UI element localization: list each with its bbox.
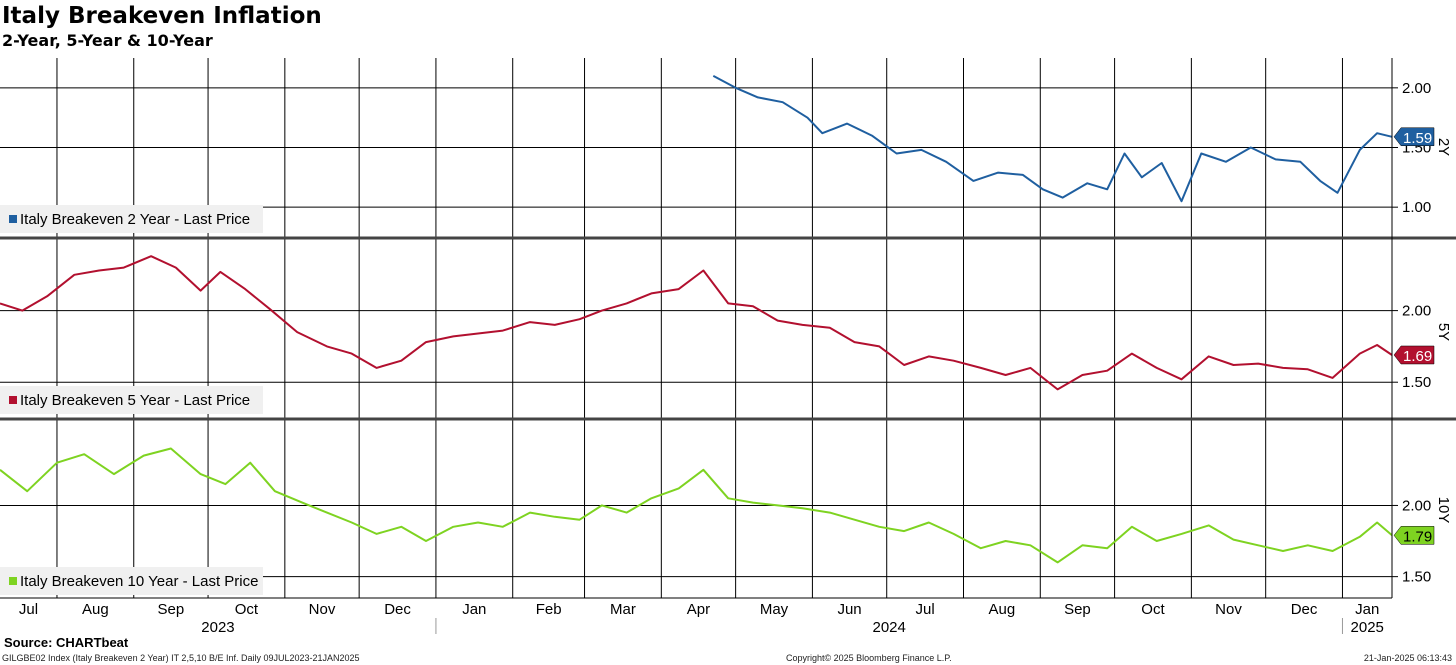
y-tick-label: 2.00: [1402, 497, 1431, 514]
x-tick-label: Jul: [19, 601, 38, 618]
last-value-label: 1.79: [1403, 528, 1432, 545]
x-tick-label: Sep: [1064, 601, 1091, 618]
x-tick-label: Jan: [1355, 601, 1379, 618]
panel-axis-label: 5Y: [1435, 323, 1452, 341]
year-label: 2023: [201, 619, 234, 636]
series-line-5Y: [0, 255, 1393, 391]
y-tick-label: 1.50: [1402, 374, 1431, 391]
year-label: 2024: [873, 619, 906, 636]
x-tick-label: Sep: [158, 601, 185, 618]
last-value-marker-5Y: [1393, 345, 1435, 365]
panel-axis-label: 2Y: [1435, 138, 1452, 156]
y-tick-label: 1.50: [1402, 569, 1431, 586]
year-label: 2025: [1351, 619, 1384, 636]
x-tick-label: Mar: [610, 601, 636, 618]
legend-swatch: [9, 215, 17, 223]
x-tick-label: Apr: [687, 601, 710, 618]
x-tick-label: Aug: [82, 601, 109, 618]
legend-label: Italy Breakeven 10 Year - Last Price: [20, 573, 258, 590]
y-tick-label: 2.00: [1402, 80, 1431, 97]
last-value-label: 1.69: [1403, 348, 1432, 365]
x-tick-label: Nov: [1215, 601, 1242, 618]
y-tick-label: 1.00: [1402, 199, 1431, 216]
y-tick-label: 2.00: [1402, 303, 1431, 320]
x-tick-label: Dec: [1291, 601, 1318, 618]
x-tick-label: Jul: [916, 601, 935, 618]
x-tick-label: Oct: [1141, 601, 1165, 618]
x-tick-label: Jun: [837, 601, 861, 618]
legend-box: [0, 205, 263, 233]
last-value-label: 1.59: [1403, 130, 1432, 147]
chart-title: Italy Breakeven Inflation: [2, 3, 322, 29]
footer-timestamp: 21-Jan-2025 06:13:43: [1363, 653, 1452, 663]
series-line-2Y: [712, 75, 1393, 203]
chart-subtitle: 2-Year, 5-Year & 10-Year: [2, 31, 213, 50]
footer-index-info: GILGBE02 Index (Italy Breakeven 2 Year) …: [2, 653, 360, 663]
series-line-10Y: [0, 447, 1393, 564]
x-tick-label: Jan: [462, 601, 486, 618]
x-tick-label: Oct: [235, 601, 259, 618]
x-tick-label: May: [760, 601, 789, 618]
last-value-marker-10Y: [1393, 526, 1435, 545]
x-tick-label: Nov: [309, 601, 336, 618]
legend-swatch: [9, 577, 17, 585]
last-value-marker-2Y: [1393, 127, 1435, 147]
x-tick-label: Dec: [384, 601, 411, 618]
panel-axis-label: 10Y: [1435, 497, 1452, 524]
legend-box: [0, 386, 263, 414]
legend-label: Italy Breakeven 2 Year - Last Price: [20, 211, 250, 228]
x-tick-label: Feb: [536, 601, 562, 618]
footer-copyright: Copyright© 2025 Bloomberg Finance L.P.: [786, 653, 952, 663]
source-label: Source: CHARTbeat: [4, 635, 129, 650]
x-tick-label: Aug: [989, 601, 1016, 618]
legend-swatch: [9, 396, 17, 404]
legend-label: Italy Breakeven 5 Year - Last Price: [20, 392, 250, 409]
legend-box: [0, 567, 263, 595]
